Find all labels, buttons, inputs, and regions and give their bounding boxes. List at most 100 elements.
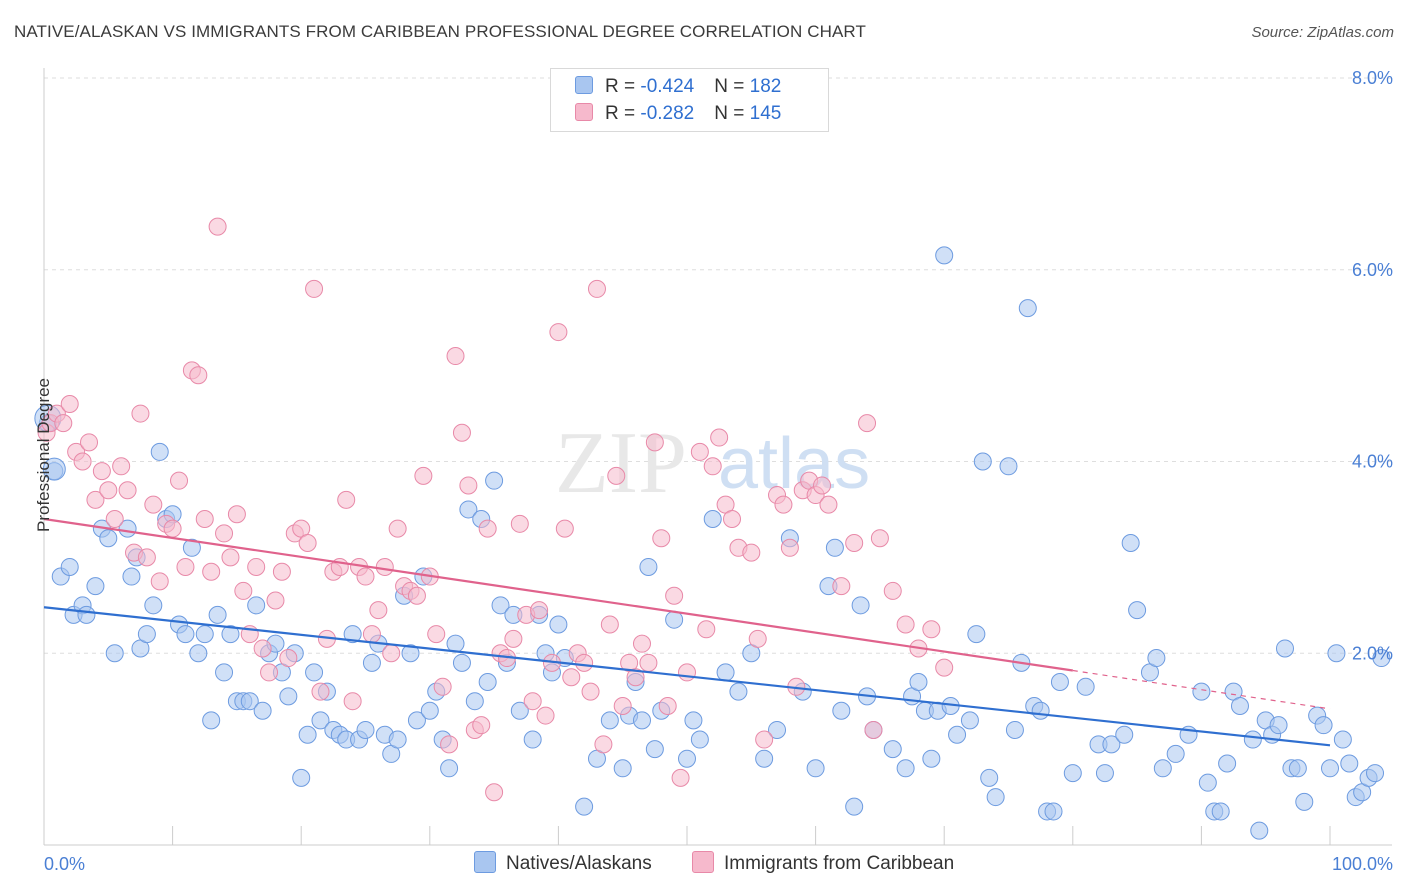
caribbean-point (80, 433, 99, 452)
native-point (401, 644, 420, 663)
native-point (1230, 696, 1249, 715)
trend-line-natives (43, 606, 1331, 747)
caribbean-point (170, 471, 189, 490)
caribbean-point (382, 644, 401, 663)
caribbean-point (858, 414, 877, 433)
caribbean-point (723, 510, 742, 529)
caribbean-point (632, 634, 651, 653)
native-point (215, 663, 234, 682)
legend-r-value: -0.424 (640, 76, 695, 97)
native-point (999, 457, 1018, 476)
caribbean-point (440, 735, 459, 754)
caribbean-point (652, 529, 671, 548)
caribbean-point (697, 620, 716, 639)
native-point (1095, 764, 1114, 783)
native-point (195, 625, 214, 644)
native-point (452, 653, 471, 672)
native-point (980, 768, 999, 787)
native-point (459, 500, 478, 519)
native-point (208, 605, 227, 624)
native-point (1327, 644, 1346, 663)
native-point (247, 596, 266, 615)
native-point (1218, 754, 1237, 773)
caribbean-point (819, 495, 838, 514)
native-point (845, 797, 864, 816)
native-point (279, 687, 298, 706)
caribbean-point (60, 394, 79, 413)
native-point (909, 673, 928, 692)
caribbean-point (362, 625, 381, 644)
native-point (549, 615, 568, 634)
native-point (1250, 821, 1269, 840)
caribbean-point (298, 533, 317, 552)
trend-line-caribbean-extension (1072, 669, 1331, 710)
native-point (1295, 792, 1314, 811)
native-point (1005, 720, 1024, 739)
caribbean-point (755, 730, 774, 749)
caribbean-point (150, 572, 169, 591)
caribbean-point (748, 629, 767, 648)
bottom-legend-natives: Natives/Alaskans (474, 851, 652, 875)
bottom-legend-label: Immigrants from Caribbean (724, 853, 955, 874)
caribbean-point (678, 663, 696, 682)
native-point (1128, 601, 1147, 620)
native-point (896, 759, 915, 778)
native-point (690, 730, 709, 749)
native-point (922, 749, 941, 768)
legend-r-label: R = (605, 76, 641, 97)
caribbean-point (600, 615, 619, 634)
caribbean-point (73, 452, 92, 471)
native-point (960, 711, 979, 730)
caribbean-point (549, 323, 568, 342)
native-point (973, 452, 992, 471)
x-tick-label: 0.0% (44, 854, 85, 874)
caribbean-point (356, 567, 375, 586)
native-point (639, 557, 658, 576)
caribbean-point (581, 682, 600, 701)
trend-line-caribbean (43, 517, 1073, 672)
native-point (362, 653, 381, 672)
bottom-legend-swatch-natives (474, 851, 496, 873)
native-point (645, 740, 664, 759)
caribbean-point (665, 586, 684, 605)
native-point (825, 538, 844, 557)
caribbean-point (343, 692, 362, 711)
legend-row-caribbean: R = -0.282 N = 145 (575, 103, 781, 127)
caribbean-point (452, 423, 471, 442)
trend-lines (43, 517, 1331, 747)
native-point (1076, 677, 1095, 696)
caribbean-point (658, 696, 677, 715)
native-point (356, 720, 375, 739)
native-point (1366, 764, 1385, 783)
chart-title: NATIVE/ALASKAN VS IMMIGRANTS FROM CARIBB… (14, 22, 866, 41)
caribbean-point (247, 557, 266, 576)
caribbean-point (639, 653, 658, 672)
native-point (1192, 682, 1211, 701)
caribbean-point (472, 716, 491, 735)
native-point (1275, 639, 1294, 658)
native-point (240, 692, 259, 711)
native-point (305, 663, 324, 682)
native-point (253, 701, 272, 720)
native-point (298, 725, 317, 744)
native-point (1044, 802, 1063, 821)
caribbean-point (208, 217, 227, 236)
caribbean-point (587, 279, 606, 298)
native-point (60, 557, 79, 576)
legend-n-label: N = (714, 103, 750, 124)
legend-n-value: 182 (749, 76, 782, 97)
native-point (1340, 754, 1359, 773)
caribbean-point (594, 735, 613, 754)
native-point (1050, 673, 1069, 692)
caribbean-point (137, 548, 156, 567)
caribbean-point (671, 768, 690, 787)
caribbean-point (337, 490, 356, 509)
caribbean-point (131, 404, 150, 423)
y-tick-label: 6.0% (1352, 260, 1393, 280)
axes (43, 68, 1392, 846)
watermark-zip: ZIP (555, 415, 687, 512)
caribbean-point (144, 495, 163, 514)
native-point (1166, 744, 1185, 763)
native-point (1121, 533, 1140, 552)
